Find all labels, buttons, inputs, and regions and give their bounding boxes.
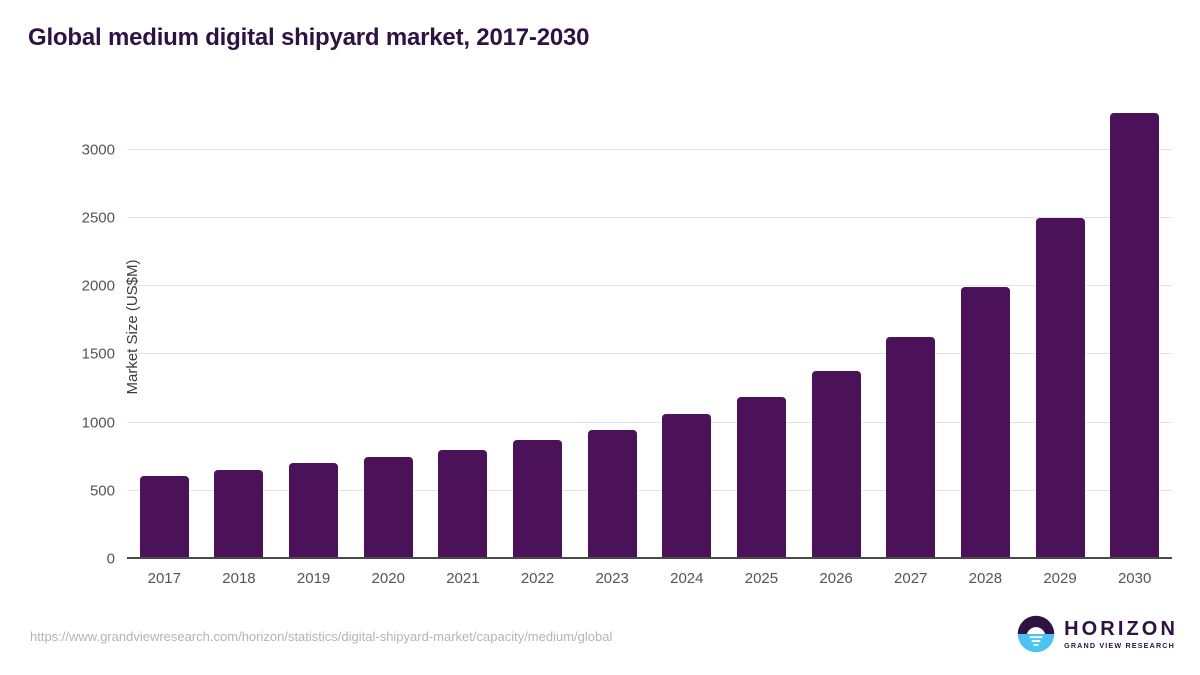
- bar-slot: 2018: [202, 95, 277, 587]
- page-title: Global medium digital shipyard market, 2…: [28, 24, 590, 51]
- gridline: [127, 148, 1172, 150]
- x-tick-label: 2022: [520, 570, 555, 587]
- bar[interactable]: [587, 430, 637, 559]
- gridlines: [127, 95, 1172, 559]
- bar-slot: 2026: [799, 95, 874, 587]
- logo-wordmark: HORIZON: [1064, 617, 1178, 640]
- bar[interactable]: [736, 397, 786, 559]
- gridline: [127, 216, 1172, 218]
- gridline: [127, 489, 1172, 491]
- y-tick-label: 0: [106, 550, 115, 568]
- bar-slot: 2030: [1097, 95, 1172, 587]
- x-tick-label: 2019: [296, 570, 331, 587]
- y-tick-label: 3000: [81, 141, 115, 159]
- bar-slot: 2028: [948, 95, 1023, 587]
- x-tick-label: 2018: [222, 570, 256, 587]
- y-tick-label: 1500: [81, 345, 115, 363]
- x-tick-label: 2017: [147, 570, 181, 587]
- x-axis-line: [127, 557, 1172, 559]
- bars-layer: 2017 2018 2019 2020 2021 2022 2023 2024 2025 2026…: [127, 95, 1172, 587]
- gridline: [127, 285, 1172, 287]
- x-tick-label: 2027: [894, 570, 928, 587]
- horizon-logo-icon: [1017, 615, 1055, 653]
- bar-slot: 2021: [426, 95, 501, 587]
- bar[interactable]: [363, 456, 413, 559]
- gridline: [127, 421, 1172, 423]
- bar-slot: 2023: [575, 95, 650, 587]
- source-url[interactable]: https://www.grandviewresearch.com/horizo…: [30, 629, 613, 644]
- bar[interactable]: [214, 470, 264, 559]
- y-tick-label: 500: [89, 482, 115, 500]
- bar[interactable]: [289, 463, 339, 559]
- bar[interactable]: [1035, 217, 1085, 559]
- gridline: [127, 353, 1172, 355]
- y-tick-label: 2500: [81, 209, 115, 227]
- x-tick-label: 2020: [371, 570, 405, 587]
- bar[interactable]: [811, 370, 861, 559]
- bar-slot: 2022: [500, 95, 575, 587]
- bar-slot: 2019: [276, 95, 351, 587]
- logo-text-block: HORIZON GRAND VIEW RESEARCH: [1064, 619, 1178, 649]
- bar[interactable]: [513, 440, 563, 559]
- bar-slot: 2025: [724, 95, 799, 587]
- plot-area: Market Size (US$M) 2017 2018 2019 2020 2021 2…: [82, 95, 1172, 587]
- x-tick-label: 2030: [1117, 570, 1152, 587]
- logo-tagline: GRAND VIEW RESEARCH: [1064, 640, 1175, 650]
- bar[interactable]: [438, 449, 488, 559]
- bar[interactable]: [1110, 113, 1160, 559]
- x-tick-label: 2026: [819, 570, 853, 587]
- bar[interactable]: [960, 287, 1010, 559]
- x-tick-label: 2024: [670, 570, 704, 587]
- x-tick-label: 2029: [1043, 570, 1077, 587]
- bar-slot: 2020: [351, 95, 426, 587]
- bar-slot: 2017: [127, 95, 202, 587]
- horizon-logo: HORIZON GRAND VIEW RESEARCH: [1017, 615, 1178, 653]
- bar[interactable]: [886, 336, 936, 559]
- bar-slot: 2027: [873, 95, 948, 587]
- y-tick-label: 2000: [81, 277, 115, 295]
- bar-slot: 2024: [649, 95, 724, 587]
- bar[interactable]: [139, 475, 189, 559]
- bar[interactable]: [662, 414, 712, 559]
- x-tick-label: 2021: [446, 570, 480, 587]
- x-tick-label: 2028: [968, 570, 1003, 587]
- x-tick-label: 2025: [744, 570, 779, 587]
- bar-slot: 2029: [1023, 95, 1098, 587]
- x-tick-label: 2023: [595, 570, 629, 587]
- y-tick-label: 1000: [81, 414, 115, 432]
